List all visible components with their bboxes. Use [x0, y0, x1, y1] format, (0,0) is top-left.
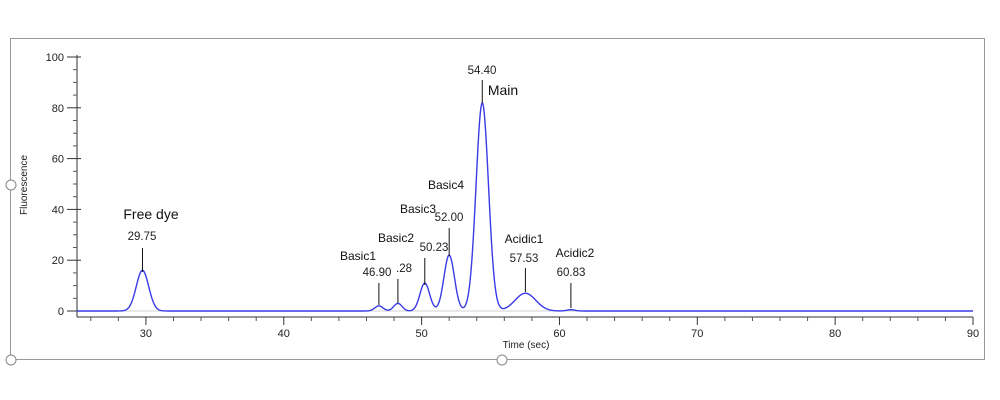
- peak-time-label: 52.00: [435, 212, 464, 224]
- fluorescence-trace: [77, 101, 973, 312]
- x-tick-label: 40: [278, 328, 290, 340]
- x-tick-label: 80: [829, 328, 841, 340]
- resize-handle-bottom[interactable]: [496, 354, 508, 366]
- peak-time-label: 46.90: [363, 267, 392, 279]
- y-tick-label: 0: [58, 306, 64, 318]
- peak-name-label: Acidic1: [505, 232, 544, 246]
- chart-frame: [10, 38, 985, 360]
- y-tick-label: 100: [46, 52, 64, 64]
- ticks: 0 20 40 60 80 100 30 40 50 60 70 80 90: [46, 52, 979, 340]
- peak-annotations: Free dye29.75Basic146.90Basic2.28Basic35…: [123, 65, 595, 308]
- x-tick-label: 60: [553, 328, 565, 340]
- peak-name-label: Acidic2: [556, 246, 595, 260]
- peak-name-label: Basic1: [340, 249, 376, 263]
- peak-name-label: Basic3: [400, 202, 436, 216]
- peak-time-label: 50.23: [420, 242, 449, 254]
- peak-time-label: 57.53: [510, 253, 539, 265]
- y-tick-label: 20: [52, 255, 64, 267]
- peak-name-label: Basic2: [378, 231, 414, 245]
- peak-name-label: Main: [488, 82, 518, 98]
- x-tick-label: 70: [691, 328, 703, 340]
- peak-name-label: Basic4: [428, 178, 464, 192]
- peak-time-label: 60.83: [557, 267, 586, 279]
- resize-handle-left[interactable]: [5, 179, 17, 191]
- x-tick-label: 50: [415, 328, 427, 340]
- y-tick-label: 60: [52, 154, 64, 166]
- x-tick-label: 90: [967, 328, 979, 340]
- x-axis-title: Time (sec): [503, 340, 550, 351]
- y-axis-title: Fluorescence: [19, 155, 30, 215]
- peak-name-label: Free dye: [123, 206, 178, 222]
- peak-time-label: 29.75: [128, 231, 157, 243]
- y-tick-label: 80: [52, 103, 64, 115]
- resize-handle-corner[interactable]: [5, 354, 17, 366]
- y-tick-label: 40: [52, 204, 64, 216]
- x-tick-label: 30: [140, 328, 152, 340]
- peak-time-label: .28: [396, 263, 412, 275]
- peak-time-label: 54.40: [468, 65, 497, 77]
